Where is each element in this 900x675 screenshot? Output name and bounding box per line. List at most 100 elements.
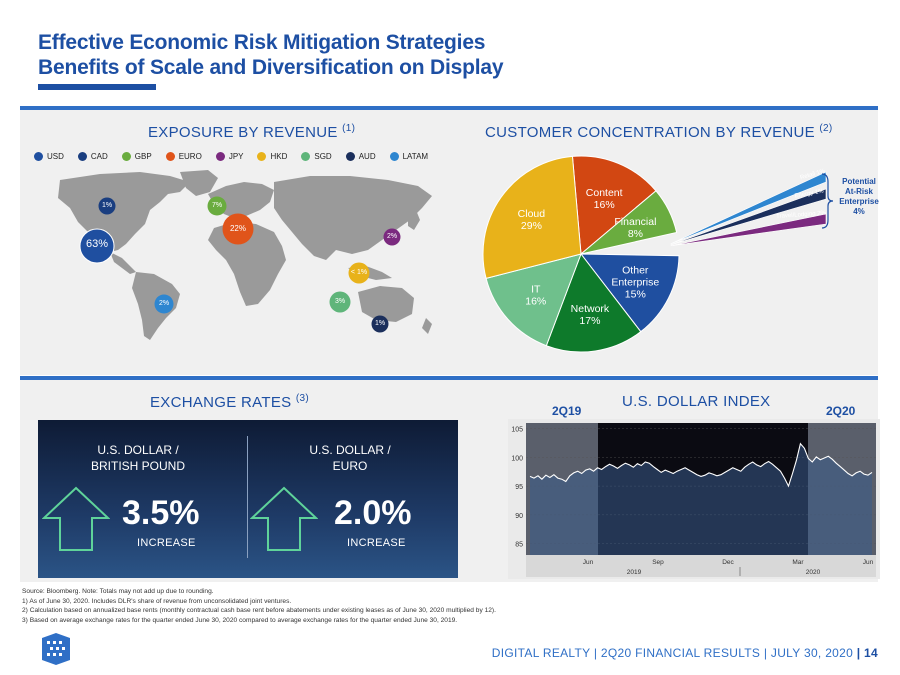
- legend-item-euro: EURO: [165, 152, 202, 161]
- legend-item-gbp: GBP: [121, 152, 152, 161]
- exchange-divider: [247, 436, 248, 558]
- aud-bubble-icon: [371, 315, 389, 333]
- legend-label: JPY: [228, 152, 244, 161]
- pie-label: 16%: [594, 199, 615, 211]
- legend-item-usd: USD: [34, 152, 64, 161]
- footnote-1: 1) As of June 30, 2020. Includes DLR's s…: [22, 597, 292, 605]
- section-divider-top: [20, 106, 878, 111]
- pie-slice-travel-lodging: [670, 213, 827, 247]
- customer-concentration-pie: Content16%Financial8%OtherEnterprise15%N…: [482, 155, 827, 353]
- energy-label: Energy 1%: [794, 188, 825, 200]
- exchange-rates-box: U.S. DOLLAR / BRITISH POUND 3.5% INCREASE…: [38, 420, 458, 578]
- pie-label: Enterprise: [611, 276, 659, 288]
- footnote-2: 2) Calculation based on annualized base …: [22, 607, 496, 614]
- dxy-area: [530, 443, 872, 555]
- bubble-euro: 22%: [222, 213, 254, 250]
- legend-swatch: [121, 152, 131, 161]
- legend-swatch: [301, 152, 311, 161]
- gbp-caption: INCREASE: [137, 537, 196, 549]
- usd-bubble-icon: [79, 228, 115, 264]
- legend-label: LATAM: [402, 152, 429, 161]
- north-america-shape: [58, 172, 190, 252]
- footnote-source: Source: Bloomberg. Note: Totals may not …: [22, 588, 214, 595]
- dxy-xtick: Mar: [792, 559, 804, 566]
- dxy-xtick: Jun: [863, 559, 874, 566]
- sgd-bubble-label: 3%: [334, 298, 346, 305]
- gbp-value: 3.5%: [122, 494, 200, 532]
- legend-swatch: [389, 152, 399, 161]
- pie-slice-energy: [670, 188, 827, 246]
- bubble-jpy: 2%: [383, 228, 401, 251]
- japan-shape: [408, 210, 420, 230]
- aud-bubble-label: 1%: [374, 320, 386, 327]
- bubble-aud: 1%: [371, 315, 389, 338]
- footer: DIGITAL REALTY | 2Q20 FINANCIAL RESULTS …: [492, 646, 878, 660]
- page-number: 14: [864, 646, 878, 660]
- pie-slice-cloud: [482, 155, 582, 280]
- jpy-bubble-label: 2%: [386, 233, 398, 240]
- currency-legend: USD CAD GBP EURO JPY HKD SGD AUD LATAM: [34, 152, 428, 161]
- pie-label: 16%: [525, 296, 546, 308]
- legend-item-jpy: JPY: [215, 152, 244, 161]
- dxy-xtick: Sep: [652, 559, 664, 566]
- legend-label: HKD: [270, 152, 288, 161]
- latam-bubble-icon: [154, 294, 174, 314]
- legend-label: USD: [47, 152, 64, 161]
- legend-swatch: [165, 152, 175, 161]
- pie-label: Content: [586, 187, 623, 199]
- legend-swatch: [257, 152, 267, 161]
- dxy-label-left: 2Q19: [552, 404, 582, 418]
- euro-bubble-icon: [222, 213, 254, 245]
- retail-label: Retail 1%: [799, 168, 826, 182]
- top-panel: [20, 110, 878, 375]
- africa-shape: [208, 222, 286, 306]
- up-arrow-icon: [250, 486, 318, 551]
- dxy-ytick: 100: [511, 455, 523, 462]
- concentration-heading: CUSTOMER CONCENTRATION BY REVENUE (2): [485, 123, 833, 141]
- bubble-usd: 63%: [79, 228, 115, 269]
- title-line-2: Benefits of Scale and Diversification on…: [38, 56, 504, 79]
- gbp-bubble-icon: [207, 196, 227, 216]
- brace-icon: [821, 173, 834, 229]
- pie-label: 17%: [579, 315, 600, 327]
- pie-slice-other-enterprise: [579, 253, 680, 333]
- legend-item-sgd: SGD: [301, 152, 332, 161]
- legend-item-aud: AUD: [345, 152, 376, 161]
- legend-swatch: [77, 152, 87, 161]
- latam-bubble-label: 2%: [158, 300, 170, 307]
- cad-bubble-icon: [98, 197, 116, 215]
- eur-value: 2.0%: [334, 494, 412, 532]
- euro-bubble-label: 22%: [229, 224, 246, 233]
- title-line-1: Effective Economic Risk Mitigation Strat…: [38, 31, 486, 54]
- legend-swatch: [34, 152, 43, 161]
- dxy-ytick: 105: [511, 427, 523, 434]
- legend-swatch: [345, 152, 355, 161]
- gbp-heading: U.S. DOLLAR / BRITISH POUND: [90, 443, 185, 473]
- usd-bubble-label: 63%: [85, 238, 109, 250]
- potential-at-risk-label: Potential At-Risk Enterprise 4%: [839, 177, 879, 216]
- eur-heading: U.S. DOLLAR / EURO: [309, 443, 391, 473]
- pie-label: Network: [571, 303, 610, 315]
- dxy-xtick: Jun: [583, 559, 594, 566]
- pie-label: Financial: [614, 216, 656, 228]
- exploded-bars: Retail 1% Energy 1% Travel/Lodging 2%: [768, 168, 828, 231]
- pie-slice-retail: [670, 171, 827, 245]
- new-zealand-shape: [422, 318, 432, 334]
- footnote-3: 3) Based on average exchange rates for t…: [22, 616, 458, 624]
- pie-slice-content: [571, 155, 657, 256]
- exposure-heading: EXPOSURE BY REVENUE (1): [148, 123, 356, 141]
- australia-shape: [358, 286, 414, 322]
- footer-sep: |: [856, 646, 861, 660]
- dxy-year-label: 2020: [806, 569, 821, 576]
- page-title: Effective Economic Risk Mitigation Strat…: [38, 30, 504, 80]
- bubble-hkd: < 1%: [348, 262, 370, 289]
- legend-label: EURO: [178, 152, 202, 161]
- dxy-year-label: 2019: [627, 569, 642, 576]
- legend-swatch: [215, 152, 225, 161]
- footer-text: DIGITAL REALTY | 2Q20 FINANCIAL RESULTS …: [491, 646, 854, 660]
- pie-slice-financial: [580, 190, 678, 255]
- dxy-xaxis-band: [526, 555, 876, 577]
- legend-label: AUD: [358, 152, 376, 161]
- cad-bubble-label: 1%: [101, 202, 113, 209]
- legend-label: SGD: [314, 152, 332, 161]
